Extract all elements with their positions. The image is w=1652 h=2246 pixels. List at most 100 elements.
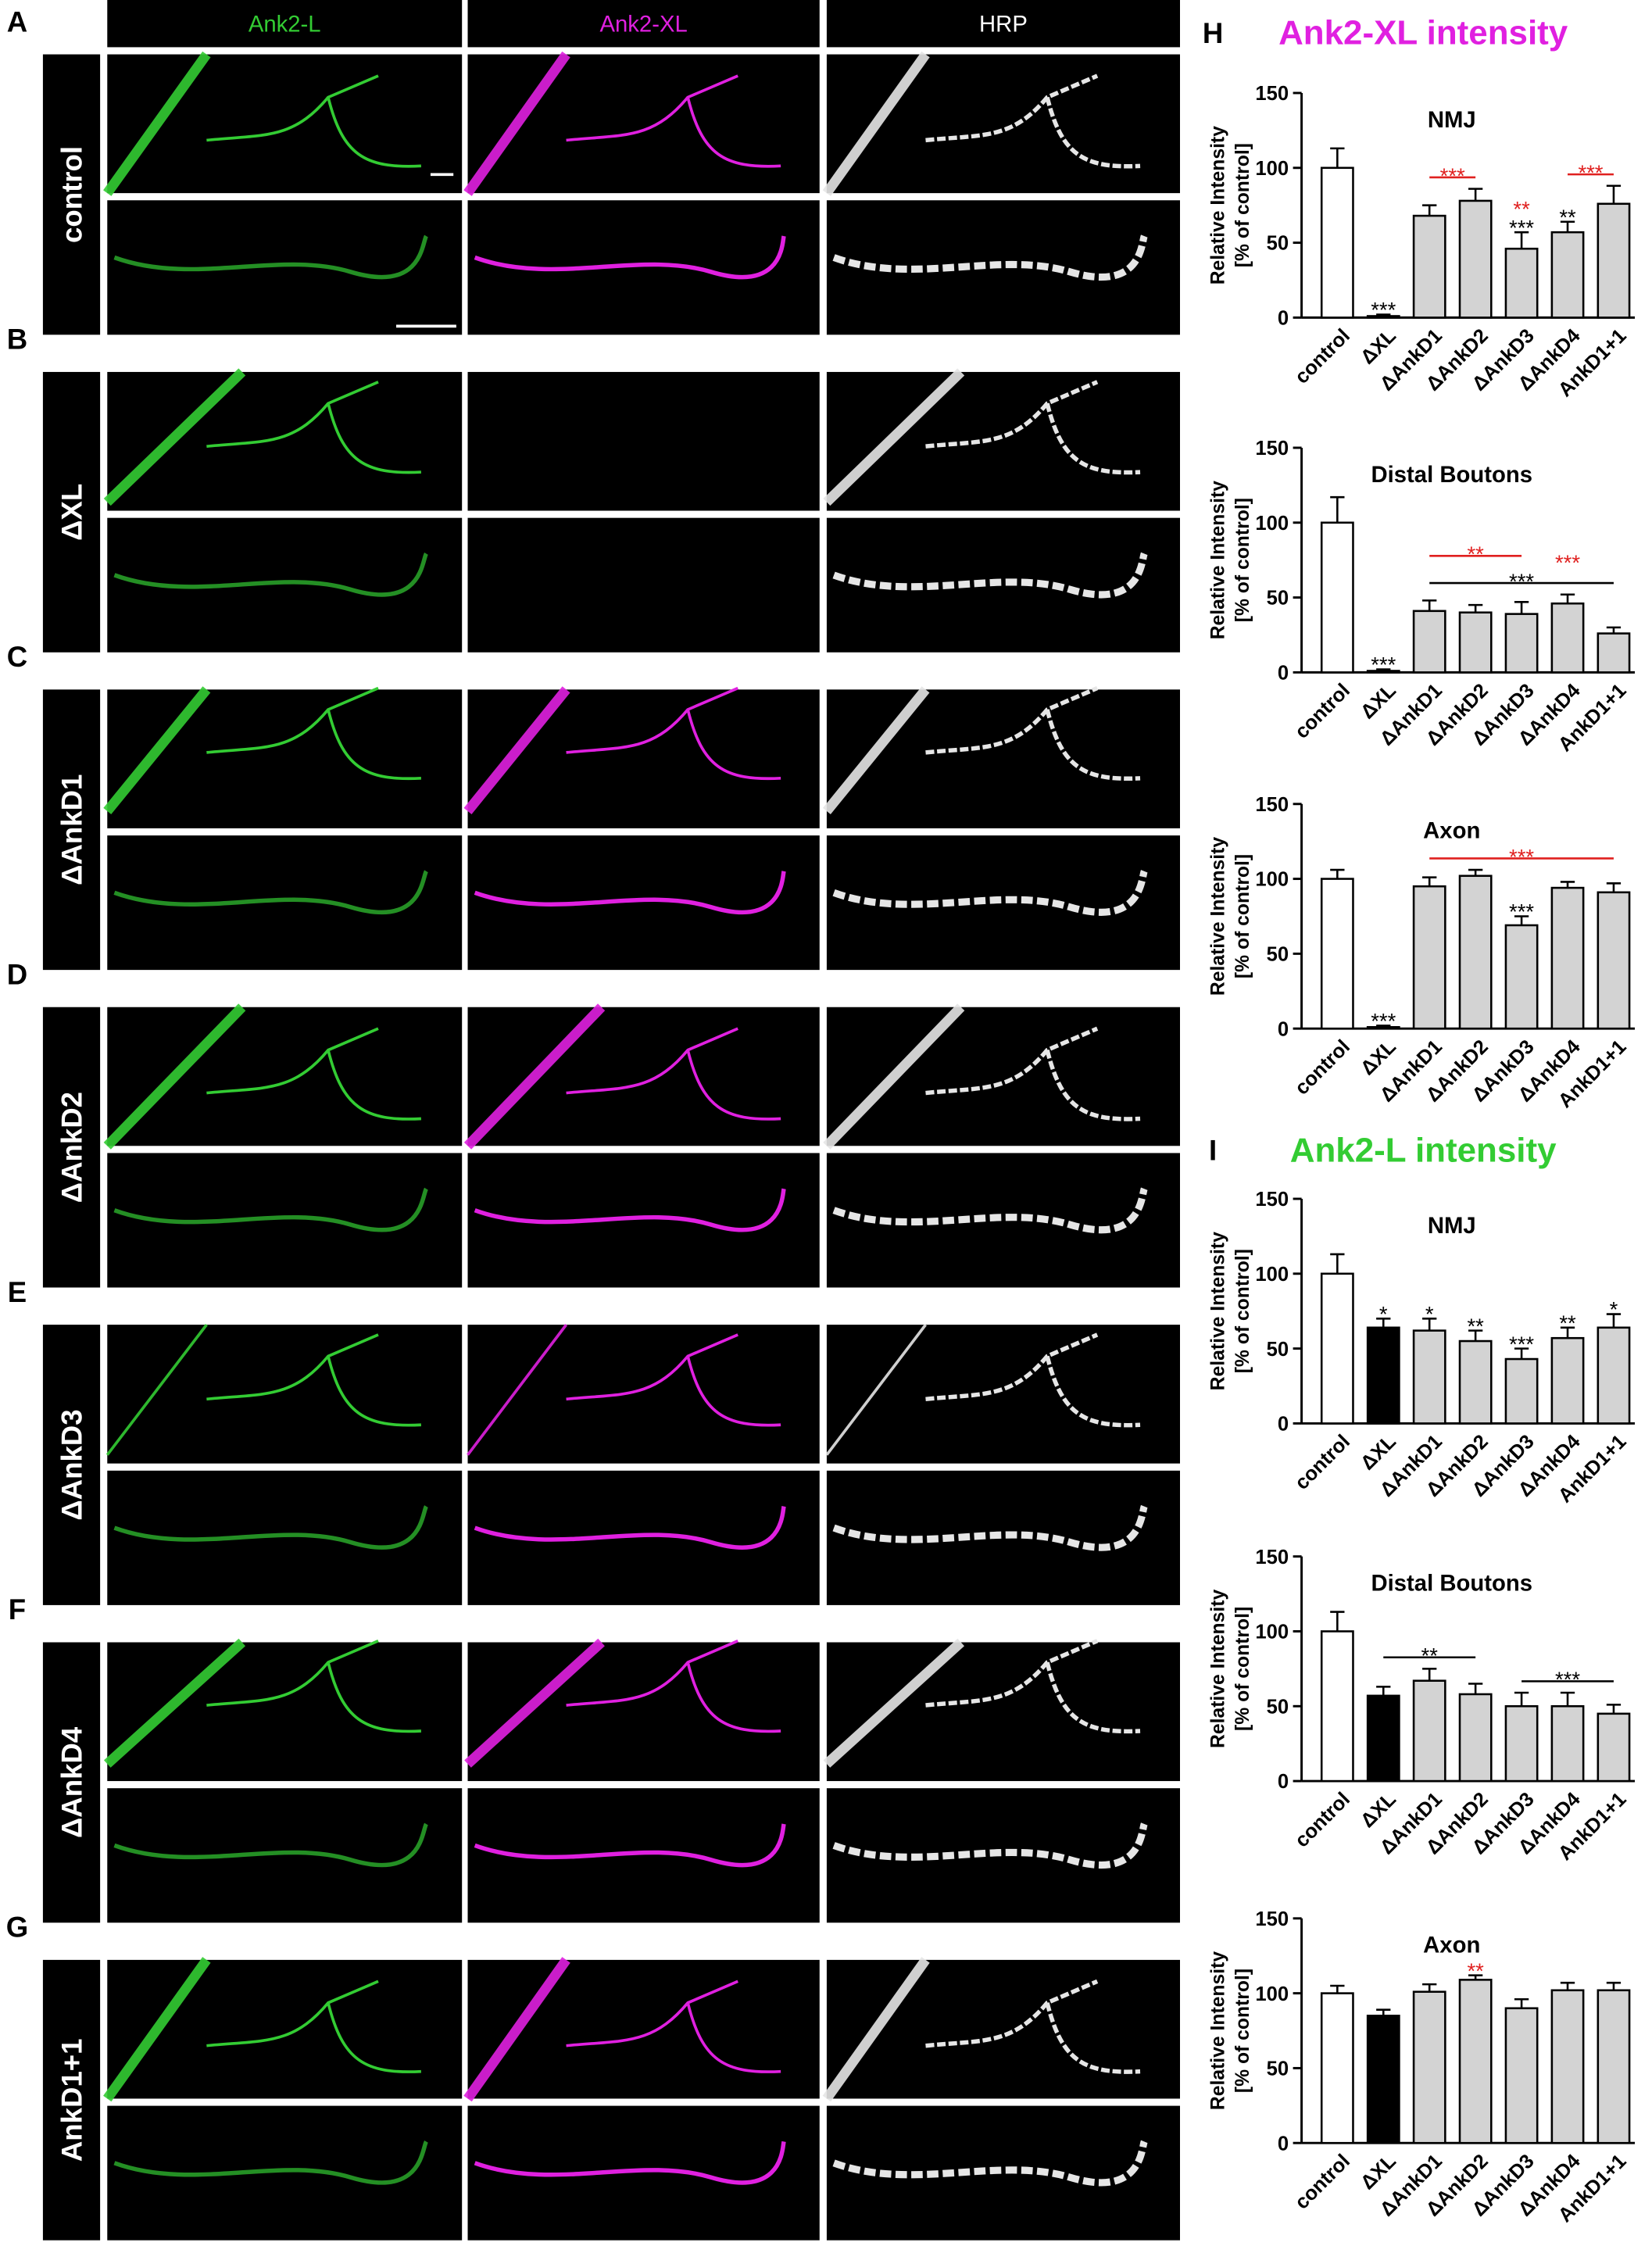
micrograph-nerve <box>103 368 246 506</box>
panel-letter: E <box>8 1276 27 1308</box>
y-tick-label: 150 <box>1255 438 1289 460</box>
column-header-box <box>467 0 820 48</box>
bar <box>1458 1693 1493 1783</box>
bar <box>1458 1979 1493 2144</box>
micrograph-neurite <box>206 1333 422 1427</box>
error-bar <box>1560 1326 1575 1339</box>
bar <box>1458 874 1493 1030</box>
significance-label: *** <box>1555 551 1580 575</box>
micrograph-nerve <box>825 1324 927 1456</box>
y-tick-label: 50 <box>1267 944 1289 966</box>
micrograph-neurite <box>832 1504 1148 1551</box>
panel-letter: A <box>7 5 27 38</box>
panel-letter: B <box>7 324 27 356</box>
micrograph <box>826 1325 1180 1464</box>
micrograph-neurite <box>113 2140 428 2185</box>
row-label-box <box>42 1007 101 1288</box>
bar <box>1412 1990 1446 2144</box>
error-bar <box>1514 1997 1529 2008</box>
bar <box>1550 1336 1585 1425</box>
significance-label: * <box>1425 1302 1434 1326</box>
micrograph-nerve <box>822 51 930 196</box>
micrograph <box>826 689 1180 828</box>
y-tick-label: 0 <box>1278 1018 1289 1040</box>
micrograph <box>467 371 820 511</box>
error-bar <box>1514 601 1529 614</box>
error-bar <box>1514 1691 1529 1707</box>
significance-label: *** <box>1509 569 1534 593</box>
bar <box>1504 2007 1539 2144</box>
y-tick-label: 150 <box>1255 794 1289 816</box>
y-tick-label: 100 <box>1255 1983 1289 2005</box>
y-axis-label: Relative Intensity <box>1208 481 1229 639</box>
significance-label: ** <box>1467 1314 1484 1338</box>
bar <box>1366 1694 1400 1783</box>
bar <box>1597 1989 1631 2144</box>
y-tick-label: 100 <box>1255 1622 1289 1643</box>
error-bar <box>1376 1318 1391 1328</box>
error-bar <box>1560 1981 1575 1990</box>
error-bar <box>1560 1691 1575 1707</box>
significance-label: *** <box>1371 298 1396 322</box>
bar <box>1412 610 1446 674</box>
bar <box>1504 924 1539 1030</box>
row-label-box <box>42 371 101 653</box>
micrograph <box>107 54 463 194</box>
error-bar <box>1560 593 1575 604</box>
bar <box>1412 1679 1446 1783</box>
y-axis-label: Relative Intensity <box>1208 1590 1229 1748</box>
error-bar <box>1422 1983 1437 1992</box>
micrograph-nerve <box>463 1003 606 1150</box>
row-label: ΔAnkD4 <box>55 1726 88 1838</box>
micrograph-nerve <box>822 686 930 814</box>
micrograph-neurite <box>566 686 781 781</box>
row-label: AnkD1+1 <box>55 2038 88 2162</box>
bar <box>1458 1339 1493 1425</box>
row-label-box <box>42 1959 101 2241</box>
panel-letter: C <box>7 641 27 673</box>
micrograph-neurite <box>474 1823 786 1868</box>
row-label: ΔAnkD1 <box>55 774 88 885</box>
error-bar <box>1560 220 1575 233</box>
micrograph-neurite <box>206 1639 422 1733</box>
error-bar <box>1606 882 1622 892</box>
significance-label: *** <box>1371 653 1396 677</box>
significance-label: ** <box>1513 197 1530 221</box>
y-tick-label: 150 <box>1255 1189 1289 1211</box>
micrograph-neurite <box>206 1980 422 2073</box>
y-axis-label: Relative Intensity <box>1208 837 1229 996</box>
error-bar <box>1330 495 1345 523</box>
panel-letter: F <box>9 1593 26 1625</box>
bar <box>1550 1704 1585 1783</box>
significance-label: ** <box>1559 205 1576 229</box>
bar <box>1597 1326 1631 1425</box>
micrograph <box>826 1007 1180 1146</box>
section-letter: I <box>1209 1135 1217 1167</box>
micrograph-neurite <box>832 2140 1148 2187</box>
error-bar <box>1468 603 1483 613</box>
y-tick-label: 0 <box>1278 1414 1289 1436</box>
error-bar <box>1376 668 1391 671</box>
column-header: Ank2-XL <box>600 11 688 37</box>
micrograph <box>107 1325 463 1464</box>
section-title: Ank2-L intensity <box>1290 1131 1557 1169</box>
y-axis-label: [% of control] <box>1232 854 1253 978</box>
micrograph-neurite <box>832 1822 1148 1869</box>
micrograph-neurite <box>206 74 422 168</box>
micrograph-nerve <box>823 1003 965 1150</box>
bar <box>1320 521 1354 674</box>
significance-label: ** <box>1467 1958 1484 1983</box>
bar <box>1597 1712 1631 1783</box>
micrograph-nerve <box>463 686 570 814</box>
micrograph-neurite <box>925 685 1141 781</box>
error-bar <box>1330 1253 1345 1274</box>
row-label-box <box>42 54 101 335</box>
error-bar <box>1606 1704 1622 1714</box>
micrograph-neurite <box>113 1187 428 1232</box>
row-label-box <box>42 689 101 971</box>
micrograph-neurite <box>566 1980 781 2073</box>
row-label: ΔAnkD2 <box>55 1092 88 1203</box>
micrograph-neurite <box>566 74 781 168</box>
error-bar <box>1514 1347 1529 1360</box>
